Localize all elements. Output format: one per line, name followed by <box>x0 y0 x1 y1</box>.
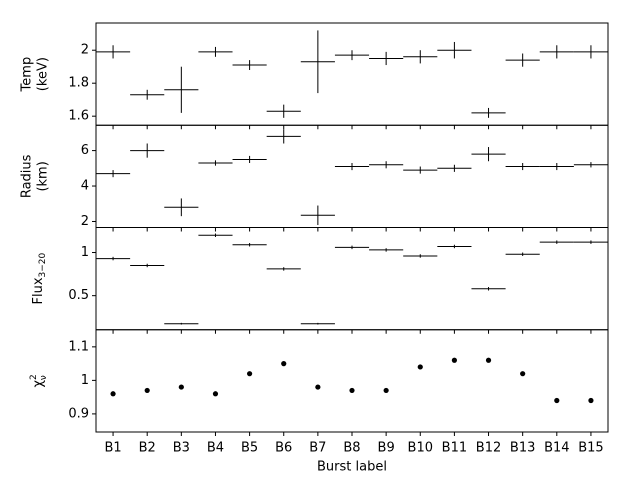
point <box>520 371 526 377</box>
x-tick-label: B2 <box>139 441 156 456</box>
panel-frame <box>95 329 609 433</box>
y-tick-label: 1.1 <box>68 339 89 354</box>
x-tick-label: B1 <box>104 441 121 456</box>
point <box>417 364 423 370</box>
x-axis-label: Burst label <box>317 460 387 475</box>
panel-frame <box>95 124 609 228</box>
y-axis-label: Radius <box>20 154 35 198</box>
point <box>485 357 492 363</box>
panel-frame <box>95 22 609 126</box>
y-tick-label: 1 <box>81 373 89 388</box>
y-axis-label: Flux3−20 <box>31 252 48 304</box>
x-tick-label: B9 <box>378 441 395 456</box>
point <box>178 384 184 390</box>
point <box>349 387 355 394</box>
x-tick-label: B15 <box>578 441 603 456</box>
point <box>281 361 287 367</box>
point <box>554 397 560 404</box>
point <box>315 384 321 390</box>
y-axis-label-sub: ν <box>39 375 49 380</box>
y-axis-label: Temp <box>20 57 35 93</box>
y-axis-label-main: χ <box>31 380 46 388</box>
y-axis-label-sub: 3−20 <box>38 252 48 277</box>
x-tick-label: B14 <box>544 441 569 456</box>
point <box>144 387 150 394</box>
point <box>588 397 594 404</box>
x-tick-label: B3 <box>173 441 190 456</box>
point <box>383 387 389 394</box>
y-tick-label: 4 <box>81 179 89 194</box>
y-axis-label-sup: 2 <box>29 374 39 380</box>
y-tick-label: 1.8 <box>68 76 89 91</box>
y-axis-label: χ2ν <box>29 374 49 387</box>
y-tick-label: 6 <box>81 143 89 158</box>
y-tick-label: 2 <box>81 214 89 229</box>
x-tick-label: B10 <box>408 441 433 456</box>
y-tick-label: 1 <box>81 245 89 260</box>
x-tick-label: B13 <box>510 441 535 456</box>
x-tick-label: B5 <box>241 441 258 456</box>
point <box>247 371 253 377</box>
x-tick-label: B11 <box>442 441 467 456</box>
panel-frame <box>95 227 609 331</box>
x-tick-label: B7 <box>309 441 326 456</box>
y-axis-label: (keV) <box>36 57 51 91</box>
y-axis-label-main: Flux <box>31 277 46 304</box>
y-tick-label: 0.5 <box>68 288 89 303</box>
point <box>212 391 219 397</box>
point <box>110 391 116 397</box>
y-tick-label: 0.9 <box>68 406 89 421</box>
y-axis-label: (km) <box>36 161 51 191</box>
point <box>451 357 457 363</box>
y-tick-label: 2 <box>81 43 89 58</box>
x-tick-label: B6 <box>275 441 292 456</box>
x-tick-label: B8 <box>343 441 360 456</box>
x-tick-label: B4 <box>207 441 224 456</box>
x-tick-label: B12 <box>476 441 501 456</box>
y-tick-label: 1.6 <box>68 109 89 124</box>
